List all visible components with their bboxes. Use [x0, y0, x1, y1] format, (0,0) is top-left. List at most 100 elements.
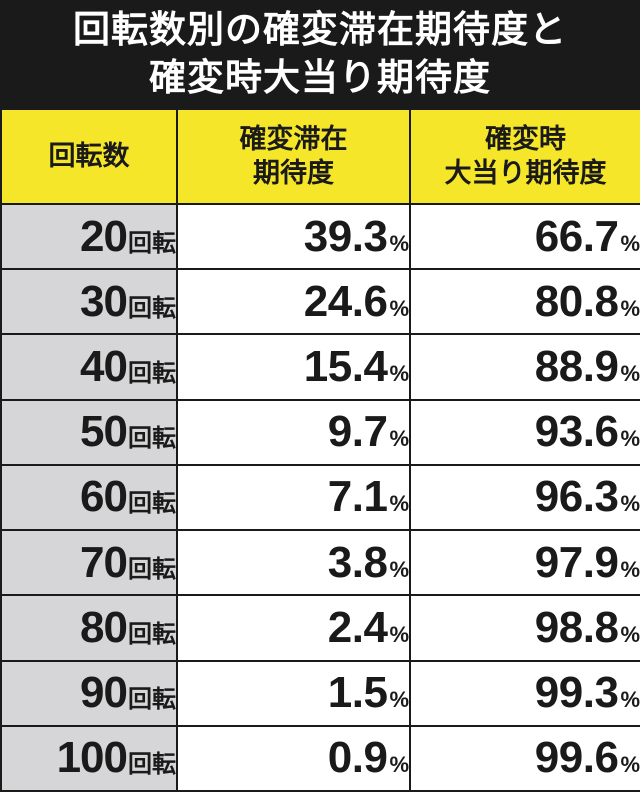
hit-probability-value: 98.8 [534, 602, 619, 652]
percent-sign: % [620, 491, 640, 517]
spins-cell: 40回転 [0, 333, 178, 401]
stay-probability-value: 7.1 [327, 472, 388, 522]
spins-value: 70 [80, 537, 128, 587]
percent-sign: % [389, 295, 409, 321]
header-spins-label: 回転数 [48, 140, 130, 172]
spins-value: 100 [56, 733, 128, 783]
header-spins: 回転数 [0, 108, 178, 205]
stay-probability-cell: 15.4% [176, 333, 411, 401]
stay-probability-cell: 39.3% [176, 202, 411, 271]
hit-probability-cell: 66.7% [409, 202, 640, 271]
table-body: 20回転 39.3% 66.7% 30回転 24.6% 80.8% 40回転 15.4% 88.… [0, 202, 640, 792]
hit-probability-value: 99.6 [534, 733, 619, 783]
header-hit-line-1: 確変時 [485, 123, 566, 155]
table-row: 30回転 24.6% 80.8% [0, 268, 640, 336]
spins-value: 30 [80, 276, 128, 326]
stay-probability-value: 15.4 [303, 342, 388, 392]
spins-value: 20 [80, 211, 128, 261]
title-banner: 回転数別の確変滞在期待度と 確変時大当り期待度 [0, 0, 640, 108]
hit-probability-value: 93.6 [534, 407, 619, 457]
stay-probability-cell: 0.9% [176, 724, 411, 792]
percent-sign: % [620, 295, 640, 321]
percent-sign: % [389, 752, 409, 778]
percent-sign: % [389, 491, 409, 517]
percent-sign: % [389, 230, 409, 256]
hit-probability-value: 99.3 [534, 668, 619, 718]
hit-probability-cell: 99.3% [409, 659, 640, 727]
stay-probability-cell: 3.8% [176, 529, 411, 597]
spins-unit: 回転 [128, 489, 176, 518]
percent-sign: % [389, 687, 409, 713]
title-line-2: 確変時大当り期待度 [149, 56, 491, 99]
table-row: 20回転 39.3% 66.7% [0, 202, 640, 271]
table-row: 90回転 1.5% 99.3% [0, 659, 640, 727]
stay-probability-value: 9.7 [327, 407, 388, 457]
stay-probability-cell: 24.6% [176, 268, 411, 336]
hit-probability-value: 88.9 [534, 342, 619, 392]
percent-sign: % [620, 752, 640, 778]
stay-probability-value: 24.6 [303, 276, 388, 326]
hit-probability-value: 80.8 [534, 276, 619, 326]
stay-probability-value: 1.5 [327, 668, 388, 718]
stay-probability-cell: 1.5% [176, 659, 411, 727]
title-line-1: 回転数別の確変滞在期待度と [73, 8, 567, 51]
percent-sign: % [389, 556, 409, 582]
spins-unit: 回転 [128, 750, 176, 779]
table-row: 100回転 0.9% 99.6% [0, 724, 640, 792]
header-stay-probability: 確変滞在 期待度 [176, 108, 411, 205]
header-hit-probability: 確変時 大当り期待度 [409, 108, 640, 205]
spins-unit: 回転 [128, 359, 176, 388]
table-row: 70回転 3.8% 97.9% [0, 529, 640, 597]
table-row: 50回転 9.7% 93.6% [0, 398, 640, 466]
percent-sign: % [620, 687, 640, 713]
table-row: 80回転 2.4% 98.8% [0, 594, 640, 662]
table-row: 40回転 15.4% 88.9% [0, 333, 640, 401]
percent-sign: % [389, 621, 409, 647]
header-hit-line-2: 大当り期待度 [444, 157, 607, 189]
hit-probability-cell: 99.6% [409, 724, 640, 792]
spins-unit: 回転 [128, 619, 176, 648]
spins-cell: 90回転 [0, 659, 178, 727]
expectation-table: 回転数 確変滞在 期待度 確変時 大当り期待度 20回転 39.3% 66.7% 30… [0, 108, 640, 792]
stay-probability-cell: 2.4% [176, 594, 411, 662]
spins-cell: 20回転 [0, 202, 178, 271]
stay-probability-value: 2.4 [327, 602, 388, 652]
spins-cell: 50回転 [0, 398, 178, 466]
hit-probability-cell: 80.8% [409, 268, 640, 336]
percent-sign: % [620, 230, 640, 256]
hit-probability-cell: 97.9% [409, 529, 640, 597]
percent-sign: % [620, 621, 640, 647]
spins-value: 60 [80, 472, 128, 522]
percent-sign: % [620, 426, 640, 452]
table-row: 60回転 7.1% 96.3% [0, 463, 640, 532]
percent-sign: % [620, 361, 640, 387]
spins-cell: 60回転 [0, 463, 178, 532]
spins-unit: 回転 [128, 424, 176, 453]
hit-probability-cell: 88.9% [409, 333, 640, 401]
spins-value: 40 [80, 342, 128, 392]
hit-probability-cell: 96.3% [409, 463, 640, 532]
spins-unit: 回転 [128, 293, 176, 322]
spins-cell: 70回転 [0, 529, 178, 597]
stay-probability-value: 3.8 [327, 537, 388, 587]
spins-cell: 30回転 [0, 268, 178, 336]
header-stay-line-1: 確変滞在 [239, 123, 348, 155]
percent-sign: % [389, 361, 409, 387]
hit-probability-value: 96.3 [534, 472, 619, 522]
hit-probability-value: 66.7 [534, 211, 619, 261]
table-header-row: 回転数 確変滞在 期待度 確変時 大当り期待度 [0, 108, 640, 205]
spins-cell: 80回転 [0, 594, 178, 662]
stay-probability-cell: 9.7% [176, 398, 411, 466]
stay-probability-value: 0.9 [327, 733, 388, 783]
hit-probability-cell: 98.8% [409, 594, 640, 662]
spins-value: 80 [80, 602, 128, 652]
percent-sign: % [620, 556, 640, 582]
hit-probability-value: 97.9 [534, 537, 619, 587]
header-stay-line-2: 期待度 [253, 157, 334, 189]
spins-value: 90 [80, 668, 128, 718]
percent-sign: % [389, 426, 409, 452]
stay-probability-value: 39.3 [303, 211, 388, 261]
spins-unit: 回転 [128, 554, 176, 583]
stay-probability-cell: 7.1% [176, 463, 411, 532]
